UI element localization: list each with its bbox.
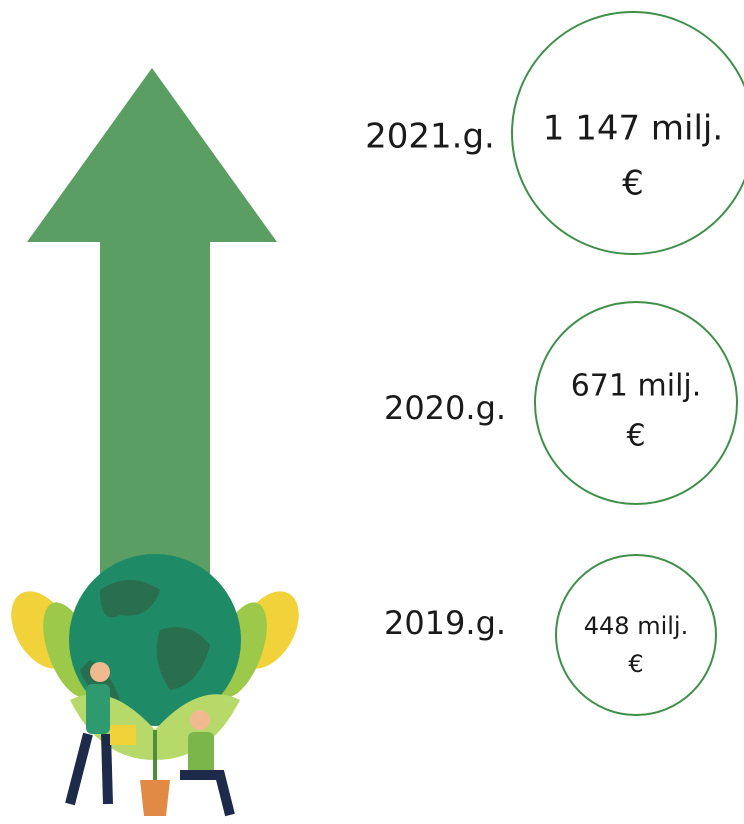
illustration <box>11 554 299 817</box>
year-label: 2020.g. <box>384 389 506 427</box>
amount-label: € <box>622 164 644 204</box>
year-label: 2019.g. <box>384 604 506 642</box>
year-label: 2021.g. <box>365 117 495 157</box>
amount-label: € <box>628 650 643 678</box>
value-circle <box>534 301 738 505</box>
value-circle <box>555 554 717 716</box>
amount-label: 671 milj. <box>571 369 702 404</box>
value-circle <box>511 11 744 255</box>
values: 2021.g. 1 147 milj. € 2020.g. 671 milj. … <box>365 11 744 716</box>
growth-arrow <box>27 68 277 620</box>
amount-label: 1 147 milj. <box>543 109 723 149</box>
amount-label: 448 milj. <box>584 612 688 640</box>
amount-label: € <box>626 419 645 454</box>
